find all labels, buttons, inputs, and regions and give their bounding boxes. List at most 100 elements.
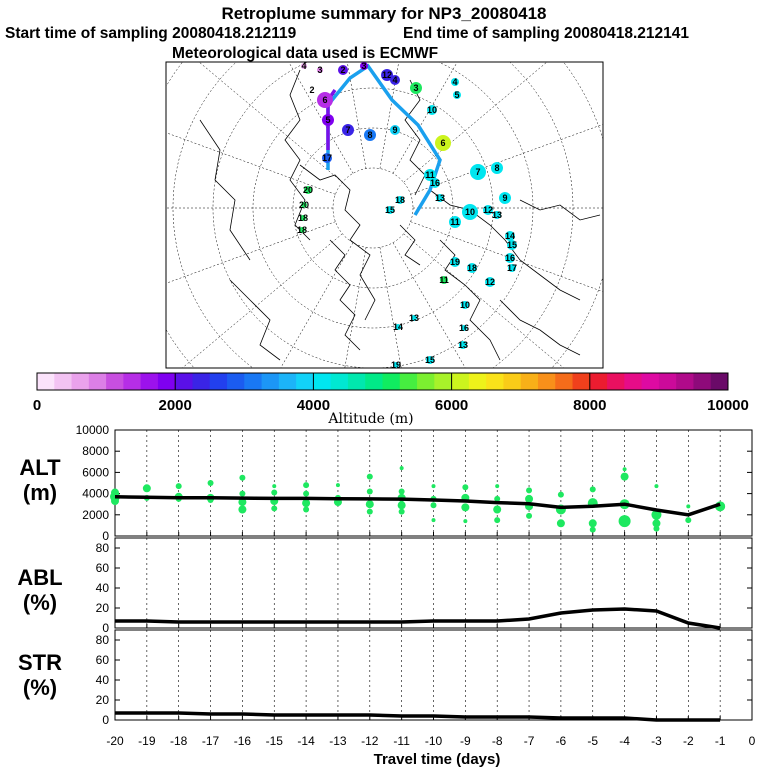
map-cluster-dot bbox=[491, 162, 503, 174]
map-cluster-label: 19 bbox=[391, 360, 401, 370]
y-tick-label: 0 bbox=[102, 621, 109, 635]
alt-cluster-point bbox=[685, 517, 692, 524]
map-cluster-dot bbox=[301, 202, 307, 208]
map-coastline bbox=[229, 279, 281, 361]
alt-panel-unit: (m) bbox=[23, 480, 57, 505]
map-cluster-label: 16 bbox=[459, 323, 469, 333]
map-cluster-dot bbox=[386, 206, 394, 214]
x-tick-label: -20 bbox=[106, 734, 124, 748]
map-graticule bbox=[166, 62, 603, 368]
alt-cluster-point bbox=[303, 490, 310, 497]
map-cluster-dot bbox=[424, 169, 436, 181]
colorbar-swatch bbox=[106, 373, 124, 390]
abl-panel-label: ABL bbox=[17, 565, 62, 590]
colorbar-swatch bbox=[261, 373, 280, 390]
map-cluster-dot bbox=[360, 62, 368, 70]
map-meridian bbox=[403, 233, 565, 368]
alt-cluster-point bbox=[556, 519, 565, 528]
colorbar-swatch bbox=[123, 373, 142, 390]
alt-cluster-point bbox=[303, 482, 310, 489]
alt-cluster-point bbox=[589, 526, 596, 533]
map-cluster-label: 3 bbox=[361, 61, 366, 71]
x-tick-label: -15 bbox=[266, 734, 284, 748]
start-time-label: Start time of sampling 20080418.212119 bbox=[5, 25, 297, 42]
alt-cluster-point bbox=[272, 484, 277, 489]
map-meridian bbox=[181, 233, 343, 368]
y-tick-label: 8000 bbox=[82, 444, 109, 458]
alt-cluster-point bbox=[366, 473, 373, 480]
colorbar-swatch bbox=[330, 373, 349, 390]
alt-cluster-point bbox=[463, 519, 468, 524]
alt-cluster-point bbox=[653, 525, 660, 532]
map-cluster-dot bbox=[410, 82, 422, 94]
map-cluster-dot bbox=[390, 125, 400, 135]
alt-cluster-point bbox=[494, 495, 501, 502]
alt-cluster-point bbox=[238, 498, 247, 507]
map-cluster-label: 8 bbox=[494, 163, 499, 173]
map-cluster-dot bbox=[381, 69, 393, 81]
y-tick-label: 0 bbox=[102, 713, 109, 727]
y-tick-label: 40 bbox=[96, 581, 110, 595]
met-data-label: Meteorological data used is ECMWF bbox=[172, 45, 439, 62]
map-cluster-dot bbox=[453, 91, 461, 99]
map-cluster-label: 3 bbox=[317, 65, 322, 75]
map-cluster-dot bbox=[304, 186, 312, 194]
alt-cluster-point bbox=[495, 484, 500, 489]
map-cluster-dot bbox=[322, 114, 334, 126]
map-cluster-label: 5 bbox=[325, 115, 330, 125]
map-cluster-label: 11 bbox=[450, 217, 460, 227]
map-cluster-dot bbox=[462, 204, 478, 220]
map-cluster-dot bbox=[396, 196, 404, 204]
colorbar-swatch bbox=[676, 373, 694, 390]
alt-cluster-point bbox=[430, 502, 437, 509]
alt-cluster-point bbox=[620, 472, 629, 481]
colorbar-swatch bbox=[693, 373, 712, 390]
alt-cluster-point bbox=[239, 474, 246, 481]
colorbar-frame bbox=[36, 372, 729, 391]
y-tick-label: 40 bbox=[96, 673, 110, 687]
x-tick-label: -16 bbox=[234, 734, 252, 748]
end-time-label: End time of sampling 20080418.212141 bbox=[403, 25, 690, 42]
map-cluster-dot bbox=[436, 194, 444, 202]
alt-cluster-point bbox=[207, 480, 214, 486]
alt-cluster-point bbox=[652, 519, 661, 528]
colorbar-swatch bbox=[486, 373, 504, 390]
map-coastline bbox=[499, 299, 581, 356]
map-cluster-label: 13 bbox=[409, 313, 419, 323]
map-cluster-dot bbox=[299, 227, 305, 233]
map-cluster-dot bbox=[493, 211, 501, 219]
map-cluster-dot bbox=[364, 129, 376, 141]
map-cluster-label: 12 bbox=[485, 277, 495, 287]
map-cluster-label: 20 bbox=[299, 200, 309, 210]
map-cluster-label: 8 bbox=[367, 130, 372, 140]
map-cluster-label: 6 bbox=[440, 138, 445, 148]
map-cluster-label: 7 bbox=[345, 125, 350, 135]
alt-cluster-point bbox=[589, 486, 596, 493]
map-cluster-label: 2 bbox=[340, 65, 345, 75]
series-line-alt bbox=[114, 495, 721, 517]
y-tick-label: 0 bbox=[102, 529, 109, 543]
map-cluster-label: 10 bbox=[465, 207, 475, 217]
y-tick-label: 20 bbox=[96, 601, 110, 615]
colorbar-swatch bbox=[555, 373, 574, 390]
map-cluster-dot bbox=[483, 205, 493, 215]
map-cluster-label: 6 bbox=[322, 95, 327, 105]
colorbar-swatch bbox=[365, 373, 383, 390]
y-tick-label: 6000 bbox=[82, 465, 109, 479]
colorbar-swatch bbox=[347, 373, 366, 390]
alt-cluster-point bbox=[366, 508, 373, 515]
colorbar-swatch bbox=[209, 373, 228, 390]
colorbar-swatch bbox=[537, 373, 556, 390]
map-cluster-dot bbox=[467, 263, 477, 273]
alt-cluster-point bbox=[526, 512, 533, 519]
colorbar-swatch bbox=[88, 373, 107, 390]
map-cluster-label: 17 bbox=[322, 153, 332, 163]
time-series-panels: 0200040006000800010000020406080020406080… bbox=[76, 423, 756, 748]
map-cluster-label: 14 bbox=[393, 322, 403, 332]
map-cluster-dot bbox=[393, 362, 399, 368]
altitude-colorbar: 0 2000 4000 6000 8000 10000 bbox=[33, 372, 749, 414]
map-cluster-dot bbox=[322, 153, 332, 163]
map-meridian bbox=[166, 221, 336, 284]
alt-cluster-point bbox=[271, 489, 278, 496]
alt-cluster-point bbox=[493, 505, 502, 514]
